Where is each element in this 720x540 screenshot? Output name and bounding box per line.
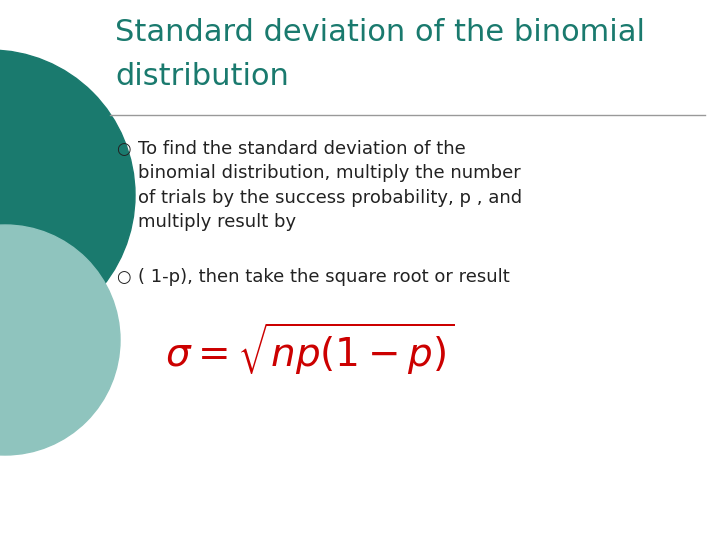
- Text: To find the standard deviation of the
binomial distribution, multiply the number: To find the standard deviation of the bi…: [138, 140, 522, 231]
- Text: Standard deviation of the binomial: Standard deviation of the binomial: [115, 18, 645, 47]
- Circle shape: [0, 50, 135, 340]
- Text: ( 1-p), then take the square root or result: ( 1-p), then take the square root or res…: [138, 268, 510, 286]
- Text: ○: ○: [116, 268, 130, 286]
- Text: distribution: distribution: [115, 62, 289, 91]
- Text: $\sigma=\sqrt{np(1-p)}$: $\sigma=\sqrt{np(1-p)}$: [165, 320, 454, 376]
- Text: ○: ○: [116, 140, 130, 158]
- Circle shape: [0, 225, 120, 455]
